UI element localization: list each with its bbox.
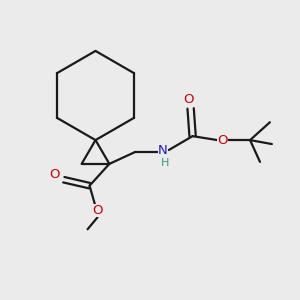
Text: O: O xyxy=(92,204,103,217)
Text: O: O xyxy=(217,134,228,147)
Text: O: O xyxy=(50,168,60,181)
Text: H: H xyxy=(161,158,169,168)
Text: O: O xyxy=(183,93,194,106)
Text: N: N xyxy=(158,145,168,158)
